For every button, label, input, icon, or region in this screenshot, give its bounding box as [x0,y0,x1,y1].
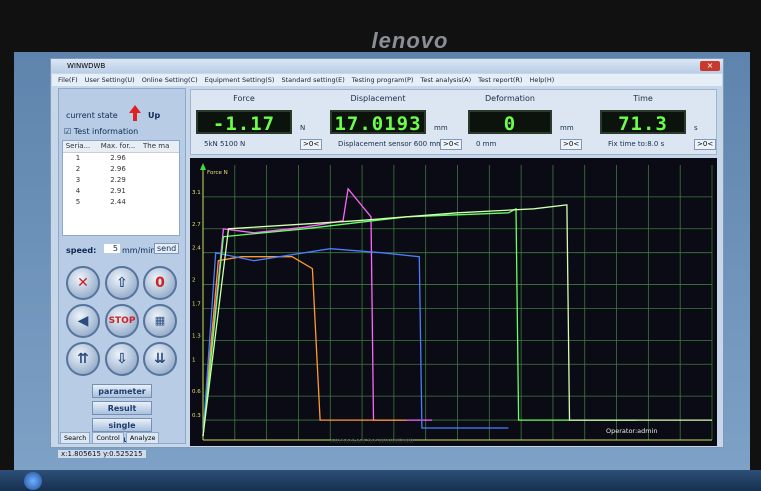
menu-bar: File(F) User Setting(U) Online Setting(C) E… [52,74,722,86]
y-tick-label: 2.7 [192,222,201,228]
y-tick-label: 0.3 [192,413,201,419]
authorized-text: Authorized for:WINWDWB [330,437,414,445]
menu-item[interactable]: Online Setting(C) [142,74,198,86]
display-label: Displacement [330,94,426,103]
display-value: 71.3 [600,110,686,134]
cancel-button[interactable]: ✕ [66,266,100,300]
panel-button[interactable]: Result [92,401,152,415]
table-cell: 5 [63,197,93,208]
table-cell: 3 [63,175,93,186]
menu-item[interactable]: Test report(R) [478,74,522,86]
y-tick-label: 3.1 [192,190,201,196]
status-coords: x:1.805615 y:0.525215 [58,450,146,458]
display-value: -1.17 [196,110,292,134]
state-value: Up [148,111,160,120]
speed-input[interactable]: 5 [104,244,120,253]
y-tick-label: 1.7 [192,301,201,307]
monitor-brand: lenovo [330,28,490,54]
table-cell: 2.91 [93,186,143,197]
panel-button[interactable]: parameter [92,384,152,398]
send-button[interactable]: send [154,243,179,254]
grid-button[interactable]: ▦ [143,304,177,338]
window-title: WINWDWB [67,62,105,70]
table-cell: 1 [63,153,93,164]
table-header-cell: Seria... [63,141,93,152]
panel-tab[interactable]: Control [92,432,124,444]
table-cell: 2.96 [93,153,143,164]
speed-unit: mm/min [122,246,155,255]
zero-button[interactable]: >0< [440,139,462,150]
y-tick-label: 0.6 [192,389,201,395]
operator-text: Operator:admin [606,427,658,435]
display-label: Time [600,94,686,103]
display-value: 0 [468,110,552,134]
y-tick-label: 1.3 [192,333,201,339]
y-tick-label: 2.4 [192,246,201,252]
up-arrow-icon [128,104,142,122]
title-bar: WINWDWB [51,59,723,73]
y-tick-label: 1 [192,357,196,363]
menu-item[interactable]: Help(H) [529,74,554,86]
start-button[interactable] [24,472,42,490]
close-button[interactable]: × [700,61,720,71]
test-table: Seria...Max. for...The ma12.9622.9632.29… [62,140,180,236]
left-button[interactable]: ◀ [66,304,100,338]
up-button[interactable]: ⇧ [105,266,139,300]
display-unit: N [300,124,305,132]
zero-button[interactable]: 0 [143,266,177,300]
state-label: current state [66,111,118,120]
zero-button[interactable]: >0< [694,139,716,150]
menu-item[interactable]: File(F) [58,74,78,86]
display-unit: mm [434,124,448,132]
table-cell: 2 [63,164,93,175]
zero-button[interactable]: >0< [560,139,582,150]
display-unit: s [694,124,698,132]
fast-down-button[interactable]: ⇊ [143,342,177,376]
stop-button[interactable]: STOP [105,304,139,338]
taskbar [0,470,761,491]
test-info-text: Test information [74,127,138,136]
menu-item[interactable]: Equipment Setting(S) [205,74,275,86]
display-value: 17.0193 [330,110,426,134]
table-header: Seria...Max. for...The ma [63,141,179,153]
display-unit: mm [560,124,574,132]
menu-item[interactable]: Testing program(P) [352,74,414,86]
table-cell: 2.44 [93,197,143,208]
display-info: Fix time to:8.0 s [608,140,664,148]
display-info: Displacement sensor 600 mm [338,140,443,148]
table-cell: 2.96 [93,164,143,175]
chart-background [190,158,717,446]
down-button[interactable]: ⇩ [105,342,139,376]
speed-label: speed: [66,246,96,255]
y-axis-label: Force N [207,170,228,176]
display-info: 5kN 5100 N [204,140,245,148]
table-cell: 2.29 [93,175,143,186]
menu-item[interactable]: User Setting(U) [85,74,135,86]
zero-button[interactable]: >0< [300,139,322,150]
table-cell: 4 [63,186,93,197]
display-info: 0 mm [476,140,496,148]
display-label: Force [196,94,292,103]
fast-up-button[interactable]: ⇈ [66,342,100,376]
display-label: Deformation [468,94,552,103]
force-chart: 3.1 2.7 2.4 2 1.7 1.3 1 0.6 0.3 Force N [190,158,717,446]
page: {"monitor": {"brand": "lenovo"}, "window… [0,0,761,491]
table-header-cell: Max. for... [93,141,143,152]
table-header-cell: The ma [143,141,179,152]
menu-item[interactable]: Test analysis(A) [420,74,471,86]
menu-item[interactable]: Standard setting(E) [281,74,344,86]
panel-tab[interactable]: Analyze [126,432,160,444]
test-info-label[interactable]: ☑ Test information [64,127,138,136]
panel-tab[interactable]: Search [60,432,90,444]
y-tick-label: 2 [192,278,196,284]
panel-button[interactable]: single picture [92,418,152,432]
